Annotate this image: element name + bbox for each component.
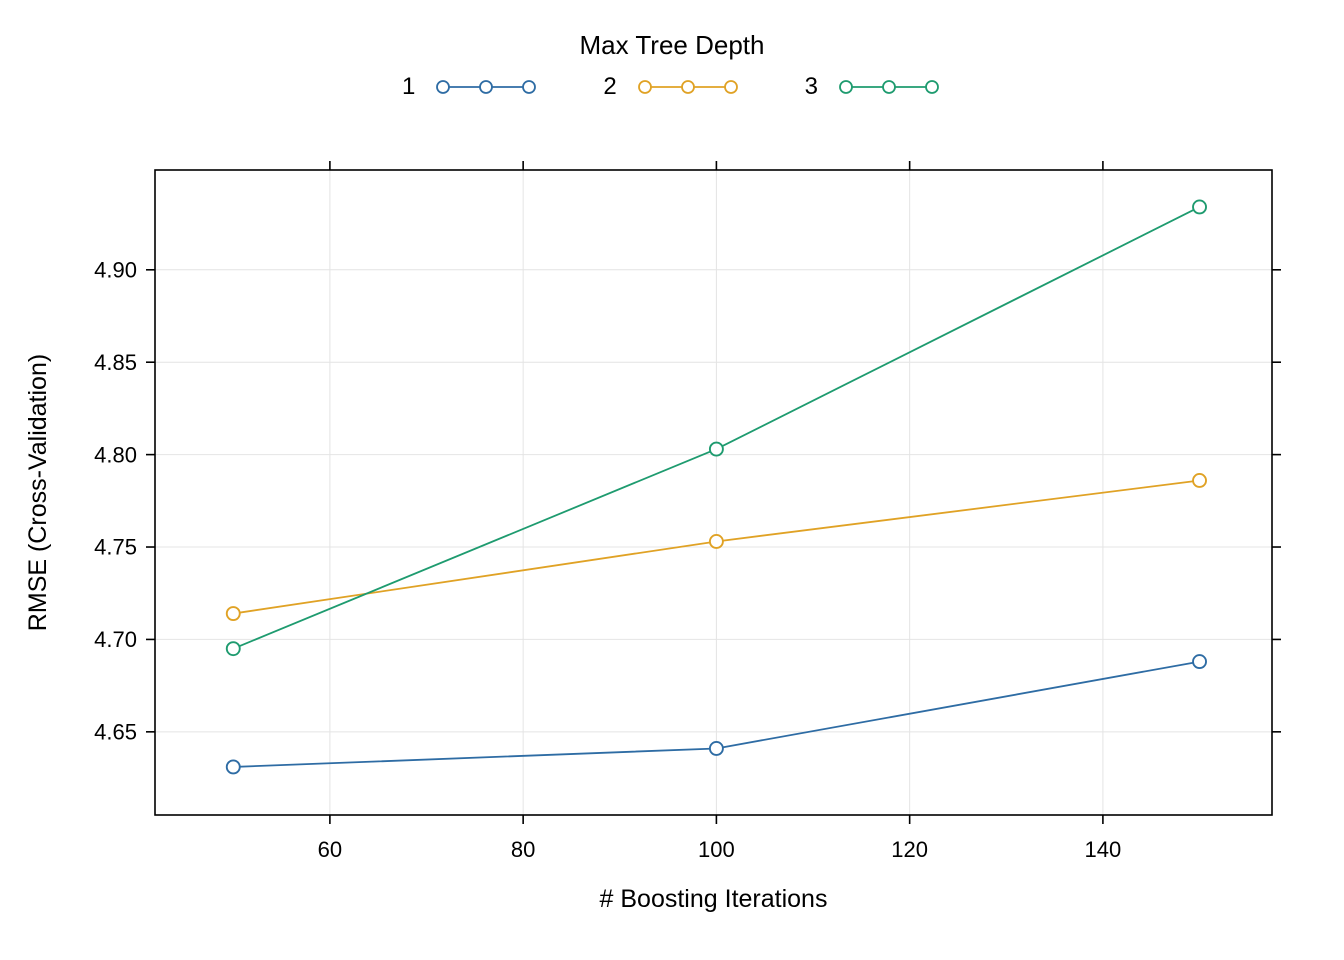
- legend-item-label: 2: [603, 73, 617, 100]
- legend-item-label: 1: [401, 73, 416, 100]
- x-axis-tick-label: 80: [511, 837, 535, 862]
- data-point-depth-3: [1192, 199, 1207, 215]
- data-point-depth-2: [708, 534, 724, 549]
- chart-legend: Max Tree Depth 1 2 3: [0, 30, 1344, 101]
- legend-key-line-icon: [839, 80, 939, 94]
- x-axis-title: # Boosting Iterations: [600, 885, 828, 913]
- legend-key-line-icon: [637, 80, 738, 94]
- data-point-depth-1: [1192, 654, 1207, 670]
- data-point-depth-2: [1192, 473, 1207, 488]
- legend-item-depth-3: 3: [805, 73, 942, 101]
- y-axis-title: RMSE (Cross-Validation): [24, 354, 52, 631]
- data-point-depth-2: [225, 606, 241, 622]
- y-axis-tick-label: 4.85: [94, 350, 137, 375]
- data-point-depth-1: [225, 759, 241, 775]
- legend-item-label: 3: [804, 73, 819, 100]
- x-axis-tick-label: 120: [891, 837, 928, 862]
- x-axis-tick-label: 100: [698, 837, 735, 862]
- x-axis-tick-label: 140: [1085, 837, 1122, 862]
- data-point-depth-1: [708, 741, 724, 756]
- y-axis-tick-label: 4.65: [94, 720, 137, 745]
- legend-title: Max Tree Depth: [579, 30, 765, 60]
- legend-key-line-icon: [436, 80, 537, 94]
- x-axis-tick-label: 60: [318, 837, 342, 862]
- y-axis-tick-label: 4.90: [94, 257, 137, 282]
- y-axis-tick-label: 4.75: [94, 535, 137, 560]
- data-point-depth-3: [708, 441, 724, 457]
- data-point-depth-3: [225, 641, 241, 657]
- plot-border: [154, 169, 1273, 816]
- legend-item-depth-2: 2: [603, 73, 740, 101]
- y-axis-tick-label: 4.80: [94, 442, 137, 467]
- legend-item-depth-1: 1: [402, 73, 539, 101]
- y-axis-tick-label: 4.70: [94, 627, 137, 652]
- legend-row: 1 2 3: [402, 73, 942, 101]
